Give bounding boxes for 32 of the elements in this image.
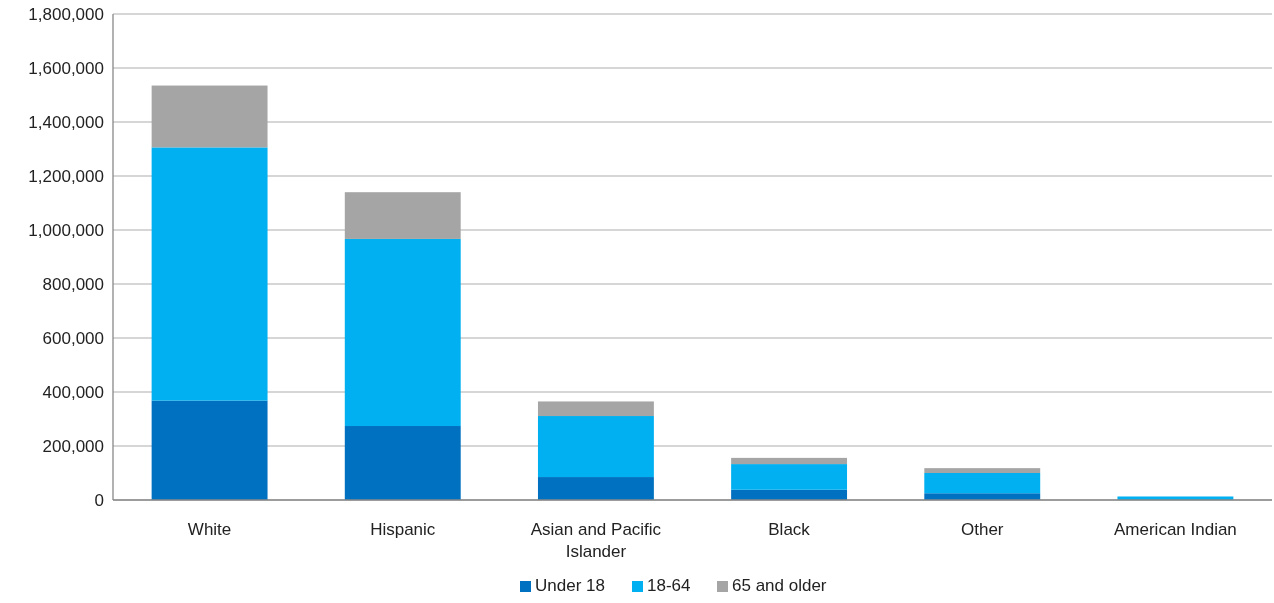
y-tick-label: 1,200,000 — [28, 166, 104, 186]
x-tick-label: Other — [960, 520, 1004, 539]
y-tick-label: 800,000 — [42, 274, 104, 294]
bar — [731, 464, 848, 490]
y-tick-label: 1,400,000 — [28, 112, 104, 132]
y-tick-label: 1,800,000 — [28, 4, 104, 24]
x-tick-label: Asian and Pacific Islander — [530, 520, 662, 561]
bar — [731, 457, 848, 465]
x-tick-label: Hispanic — [370, 520, 436, 539]
bar — [537, 401, 654, 417]
y-tick-label: 1,600,000 — [28, 58, 104, 78]
legend-label: Under 18 — [535, 576, 605, 595]
y-tick-label: 200,000 — [42, 436, 104, 456]
y-tick-label: 600,000 — [42, 328, 104, 348]
bar — [151, 85, 268, 148]
legend-label: 18-64 — [647, 576, 691, 595]
y-tick-label: 0 — [94, 490, 104, 510]
bar — [151, 147, 268, 401]
bar — [151, 400, 268, 500]
bar — [344, 426, 461, 500]
y-tick-label: 400,000 — [42, 382, 104, 402]
y-tick-label: 1,000,000 — [28, 220, 104, 240]
legend-label: 65 and older — [732, 576, 827, 595]
bar — [537, 416, 654, 478]
bar — [924, 473, 1041, 494]
bar — [924, 468, 1041, 473]
bar — [344, 238, 461, 427]
bar — [344, 192, 461, 239]
bar — [537, 477, 654, 500]
x-tick-label: White — [187, 520, 232, 539]
x-tick-label: American Indian — [1113, 520, 1237, 539]
x-tick-label: Black — [768, 520, 811, 539]
